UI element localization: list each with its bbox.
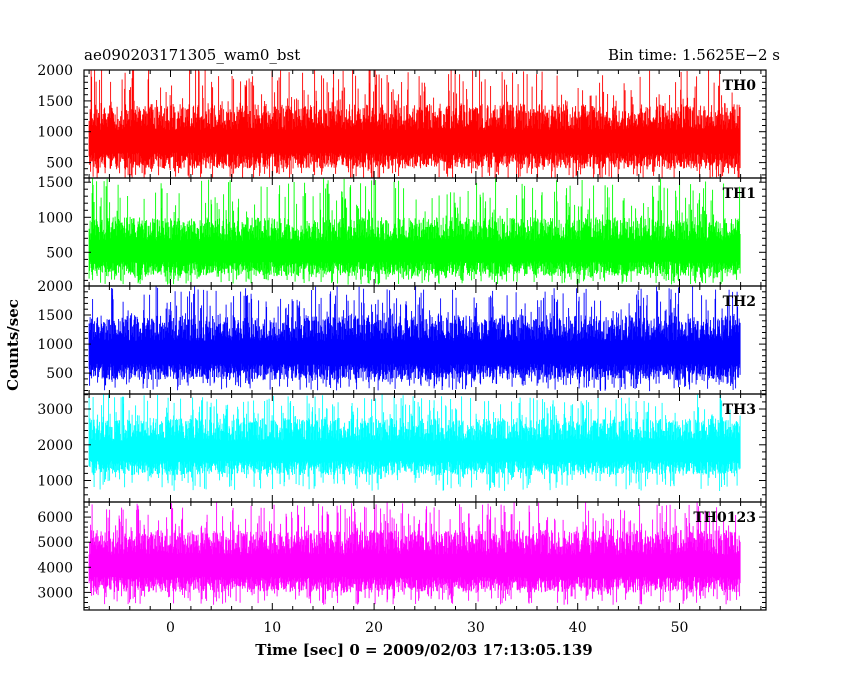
panel-th2: 500 1000 1500 2000 TH2 [37, 279, 767, 395]
x-tick-label: 40 [569, 620, 587, 636]
y-tick-label: 500 [46, 156, 73, 172]
y-tick-label: 3000 [37, 402, 73, 418]
y-tick-label: 1500 [37, 308, 73, 324]
panel-label: TH0 [723, 78, 757, 94]
panels-group: 500100015002000TH050010001500TH150010001… [37, 63, 767, 611]
x-tick-label: 20 [365, 620, 383, 636]
y-tick-label: 500 [46, 245, 73, 261]
y-tick-label: 5000 [37, 535, 73, 551]
y-tick-label: 2000 [37, 438, 73, 454]
x-axis: 0 10 20 30 40 50 [166, 620, 688, 636]
x-tick-label: 10 [263, 620, 281, 636]
chart-title-left: ae090203171305_wam0_bst [84, 46, 300, 64]
panel-label: TH2 [723, 294, 756, 310]
series-line-th0 [88, 70, 741, 178]
panel-frame [83, 501, 767, 611]
y-tick-label: 3000 [37, 585, 73, 601]
y-tick-label: 500 [46, 366, 73, 382]
y-tick-label: 6000 [37, 510, 73, 526]
chart-title-right: Bin time: 1.5625E−2 s [608, 46, 780, 64]
x-axis-label: Time [sec] 0 = 2009/02/03 17:13:05.139 [255, 641, 592, 659]
panel-label: TH1 [723, 186, 756, 202]
y-tick-label: 1500 [37, 175, 73, 191]
series-line-th2 [88, 286, 741, 392]
x-tick-label: 50 [671, 620, 689, 636]
series-line-th0123 [88, 502, 741, 605]
x-tick-label: 0 [166, 620, 175, 636]
y-tick-label: 2000 [37, 279, 73, 295]
y-tick-label: 1000 [37, 210, 73, 226]
panel-th1: 500 1000 1500 TH1 [37, 175, 767, 287]
y-tick-label: 1000 [37, 474, 73, 490]
panel-label: TH0123 [693, 510, 756, 526]
y-tick-label: 2000 [37, 63, 73, 79]
series-line-th1 [88, 178, 741, 285]
panel-th0123: 3000 4000 5000 6000 TH0123 [37, 501, 767, 611]
panel-th0: 500 1000 1500 2000 TH0 [37, 63, 767, 179]
x-tick-label: 30 [467, 620, 485, 636]
panel-label: TH3 [723, 402, 756, 418]
y-tick-label: 1000 [37, 337, 73, 353]
y-tick-label: 4000 [37, 560, 73, 576]
y-tick-label: 1000 [37, 125, 73, 141]
panel-th3: 1000 2000 3000 TH3 [37, 393, 767, 503]
series-line-th3 [88, 394, 741, 491]
y-axis-label: Counts/sec [4, 299, 22, 391]
y-tick-label: 1500 [37, 94, 73, 110]
